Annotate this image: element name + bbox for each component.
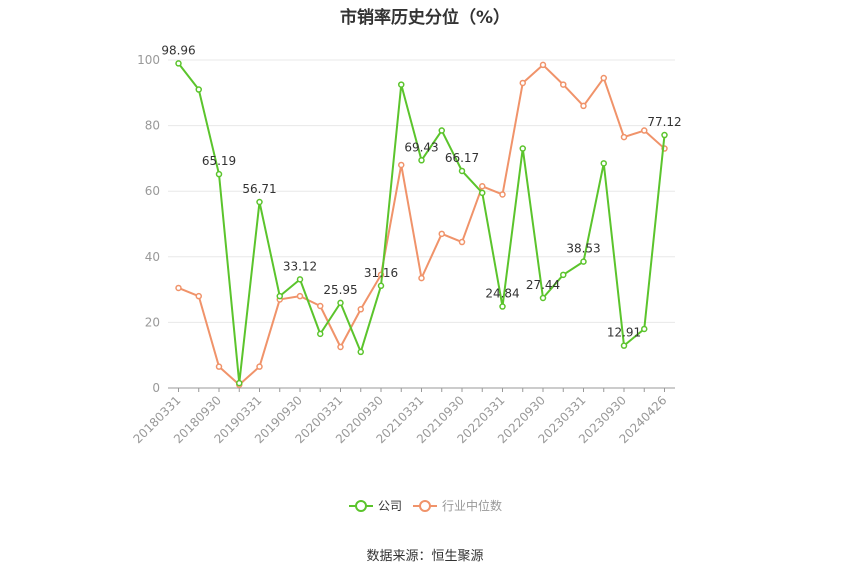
company-data-point	[175, 60, 182, 67]
company-data-point	[317, 330, 324, 338]
y-tick-label: 0	[152, 381, 160, 395]
y-tick-label: 20	[145, 315, 160, 329]
company-data-point	[296, 276, 304, 283]
industry-median-data-point	[256, 363, 263, 370]
company-series-line	[177, 62, 666, 385]
data-label: 27.44	[526, 278, 560, 292]
company-data-point	[620, 342, 628, 349]
company-data-point	[438, 127, 445, 134]
industry-median-data-point	[600, 74, 607, 82]
industry-median-data-point	[641, 127, 648, 134]
company-data-point	[539, 294, 547, 302]
data-source-note: 数据来源：恒生聚源	[366, 549, 484, 564]
y-tick-label: 100	[137, 53, 160, 67]
company-data-point	[519, 145, 526, 152]
y-tick-label: 40	[145, 250, 160, 264]
industry-median-data-point	[519, 79, 526, 87]
data-label: 77.12	[647, 115, 681, 129]
company-data-point	[377, 282, 385, 290]
company-data-point	[276, 292, 283, 300]
company-data-point	[337, 299, 344, 307]
data-label: 12.91	[607, 326, 641, 340]
company-data-point	[236, 379, 243, 387]
industry-median-data-point	[357, 306, 364, 313]
company-data-point	[398, 81, 405, 88]
industry-median-data-point	[479, 183, 486, 190]
legend-industry-label: 行业中位数	[442, 498, 502, 513]
legend-industry-swatch-marker	[419, 500, 431, 512]
company-data-point	[458, 167, 466, 175]
company-data-point	[560, 271, 567, 279]
industry-median-data-point	[438, 230, 445, 238]
data-label: 98.96	[161, 43, 195, 57]
industry-median-data-point	[499, 191, 506, 198]
industry-median-data-point	[560, 81, 567, 88]
company-data-point	[580, 258, 587, 265]
industry-median-data-point	[337, 343, 344, 351]
company-data-point	[479, 189, 486, 197]
legend-company-swatch-marker	[355, 500, 367, 512]
company-data-point	[418, 157, 425, 164]
company-data-point	[661, 131, 668, 139]
data-label: 24.84	[485, 287, 519, 301]
data-label: 56.71	[242, 182, 276, 196]
company-data-point	[499, 303, 506, 310]
y-tick-label: 80	[145, 119, 160, 133]
y-tick-label: 60	[145, 184, 160, 198]
data-label: 65.19	[202, 154, 236, 168]
company-data-point	[195, 86, 202, 93]
industry-median-data-point	[398, 161, 405, 169]
industry-median-data-point	[539, 61, 547, 69]
data-label: 31.16	[364, 266, 398, 280]
industry-median-data-point	[317, 302, 324, 310]
industry-median-data-point	[458, 238, 466, 246]
data-label: 33.12	[283, 259, 317, 273]
company-data-point	[357, 348, 364, 356]
company-data-point	[256, 198, 263, 206]
data-label: 69.43	[404, 140, 438, 154]
industry-median-data-point	[620, 133, 628, 141]
data-label: 66.17	[445, 151, 479, 165]
industry-median-data-point	[175, 284, 182, 292]
industry-median-data-point	[195, 292, 202, 300]
industry-median-data-point	[418, 274, 425, 282]
company-data-point	[641, 325, 648, 333]
industry-median-data-point	[296, 292, 304, 300]
industry-median-data-point	[215, 363, 223, 370]
data-label: 25.95	[323, 283, 357, 297]
legend-company-label: 公司	[378, 499, 402, 513]
company-data-point	[215, 170, 223, 178]
data-label: 38.53	[566, 242, 600, 256]
chart-title: 市销率历史分位（%）	[339, 8, 511, 28]
industry-median-data-point	[580, 102, 587, 110]
company-data-point	[600, 160, 607, 167]
